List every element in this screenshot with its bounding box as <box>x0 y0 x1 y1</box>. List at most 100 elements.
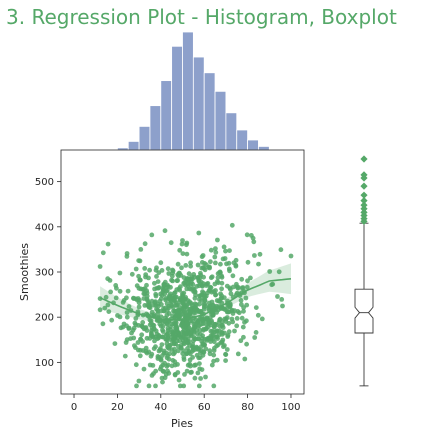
x-axis-label: Pies <box>171 417 193 430</box>
scatter-point <box>149 309 155 315</box>
scatter-point <box>210 302 216 308</box>
scatter-point <box>229 222 235 228</box>
scatter-point <box>136 273 142 279</box>
scatter-point <box>206 264 211 270</box>
scatter-point <box>179 241 185 247</box>
marginal-boxplot <box>354 155 374 387</box>
y-tick-label: 500 <box>35 177 54 188</box>
scatter-point <box>139 332 145 338</box>
scatter-point <box>114 285 119 291</box>
scatter-point <box>253 330 259 335</box>
scatter-point <box>170 268 176 274</box>
scatter-point <box>152 286 158 292</box>
scatter-point <box>180 351 186 356</box>
scatter-point <box>173 322 178 327</box>
y-axis-label: Smoothies <box>18 243 31 301</box>
regression-line <box>99 278 292 321</box>
scatter-point <box>165 328 171 333</box>
scatter-point <box>278 247 284 253</box>
scatter-point <box>245 278 250 284</box>
scatter-point <box>211 383 217 389</box>
scatter-point <box>105 302 111 308</box>
scatter-point <box>195 370 201 376</box>
scatter-point <box>153 267 159 273</box>
scatter-point <box>182 372 187 377</box>
scatter-point <box>166 303 172 309</box>
scatter-point <box>160 319 166 325</box>
scatter-point <box>147 336 153 341</box>
scatter-point <box>211 358 217 364</box>
scatter-point <box>220 323 225 328</box>
scatter-point <box>239 302 244 307</box>
scatter-point <box>229 316 235 322</box>
scatter-point <box>125 288 131 294</box>
confidence-band-area <box>100 263 291 323</box>
confidence-band <box>100 263 291 323</box>
scatter-point <box>218 261 223 267</box>
x-tick-label: 100 <box>281 402 300 413</box>
scatter-point <box>177 338 183 344</box>
scatter-point <box>188 331 194 336</box>
scatter-point <box>201 274 207 280</box>
scatter-point <box>209 320 215 325</box>
scatter-point <box>161 282 167 287</box>
scatter-point <box>244 341 250 347</box>
x-tick-label: 60 <box>198 402 211 413</box>
scatter-point <box>117 314 123 320</box>
scatter-point <box>159 375 165 381</box>
scatter-point <box>192 289 198 295</box>
scatter-point <box>180 333 186 339</box>
scatter-point <box>257 251 263 257</box>
scatter-point <box>136 378 142 384</box>
scatter-point <box>142 303 148 308</box>
scatter-point <box>234 323 240 329</box>
scatter-point <box>199 265 205 271</box>
scatter-point <box>179 320 185 326</box>
scatter-point <box>146 383 152 389</box>
scatter-point <box>203 374 208 380</box>
scatter-point <box>190 355 196 360</box>
scatter-point <box>160 329 166 334</box>
scatter-point <box>171 296 177 301</box>
histogram-bar <box>192 56 205 151</box>
scatter-point <box>224 261 229 267</box>
scatter-point <box>211 332 216 338</box>
scatter-point <box>168 299 174 304</box>
scatter-point <box>242 356 248 362</box>
scatter-point <box>180 238 185 243</box>
histogram-bar <box>127 141 140 151</box>
scatter-point <box>164 355 170 361</box>
scatter-point <box>200 341 206 346</box>
scatter-point <box>140 287 146 292</box>
scatter-point <box>137 277 143 283</box>
scatter-point <box>168 324 174 330</box>
scatter-point <box>184 251 190 257</box>
scatter-point <box>192 274 198 280</box>
scatter-point <box>229 308 235 314</box>
scatter-point <box>108 289 113 295</box>
scatter-point <box>218 291 223 297</box>
scatter-point <box>240 324 246 330</box>
scatter-point <box>236 285 241 290</box>
scatter-point <box>181 299 187 305</box>
scatter-point <box>252 253 257 258</box>
scatter-point <box>181 383 187 389</box>
histogram-bar <box>203 72 216 151</box>
histogram-bar <box>138 126 151 151</box>
scatter-point <box>175 309 181 315</box>
scatter-point <box>233 257 239 263</box>
scatter-point <box>149 320 154 326</box>
scatter-point <box>141 296 147 301</box>
scatter-point <box>215 275 221 280</box>
y-tick-label: 300 <box>35 268 54 279</box>
scatter-point <box>201 306 207 312</box>
scatter-point <box>191 363 197 368</box>
scatter-point <box>190 338 196 344</box>
scatter-point <box>143 272 149 277</box>
scatter-point <box>194 319 200 325</box>
scatter-point <box>137 258 143 264</box>
scatter-point <box>142 241 148 247</box>
scatter-point <box>234 316 240 321</box>
histogram-bar <box>225 112 238 151</box>
scatter-point <box>167 351 173 357</box>
